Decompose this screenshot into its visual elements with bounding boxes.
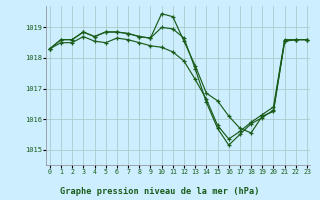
Text: Graphe pression niveau de la mer (hPa): Graphe pression niveau de la mer (hPa) xyxy=(60,187,260,196)
